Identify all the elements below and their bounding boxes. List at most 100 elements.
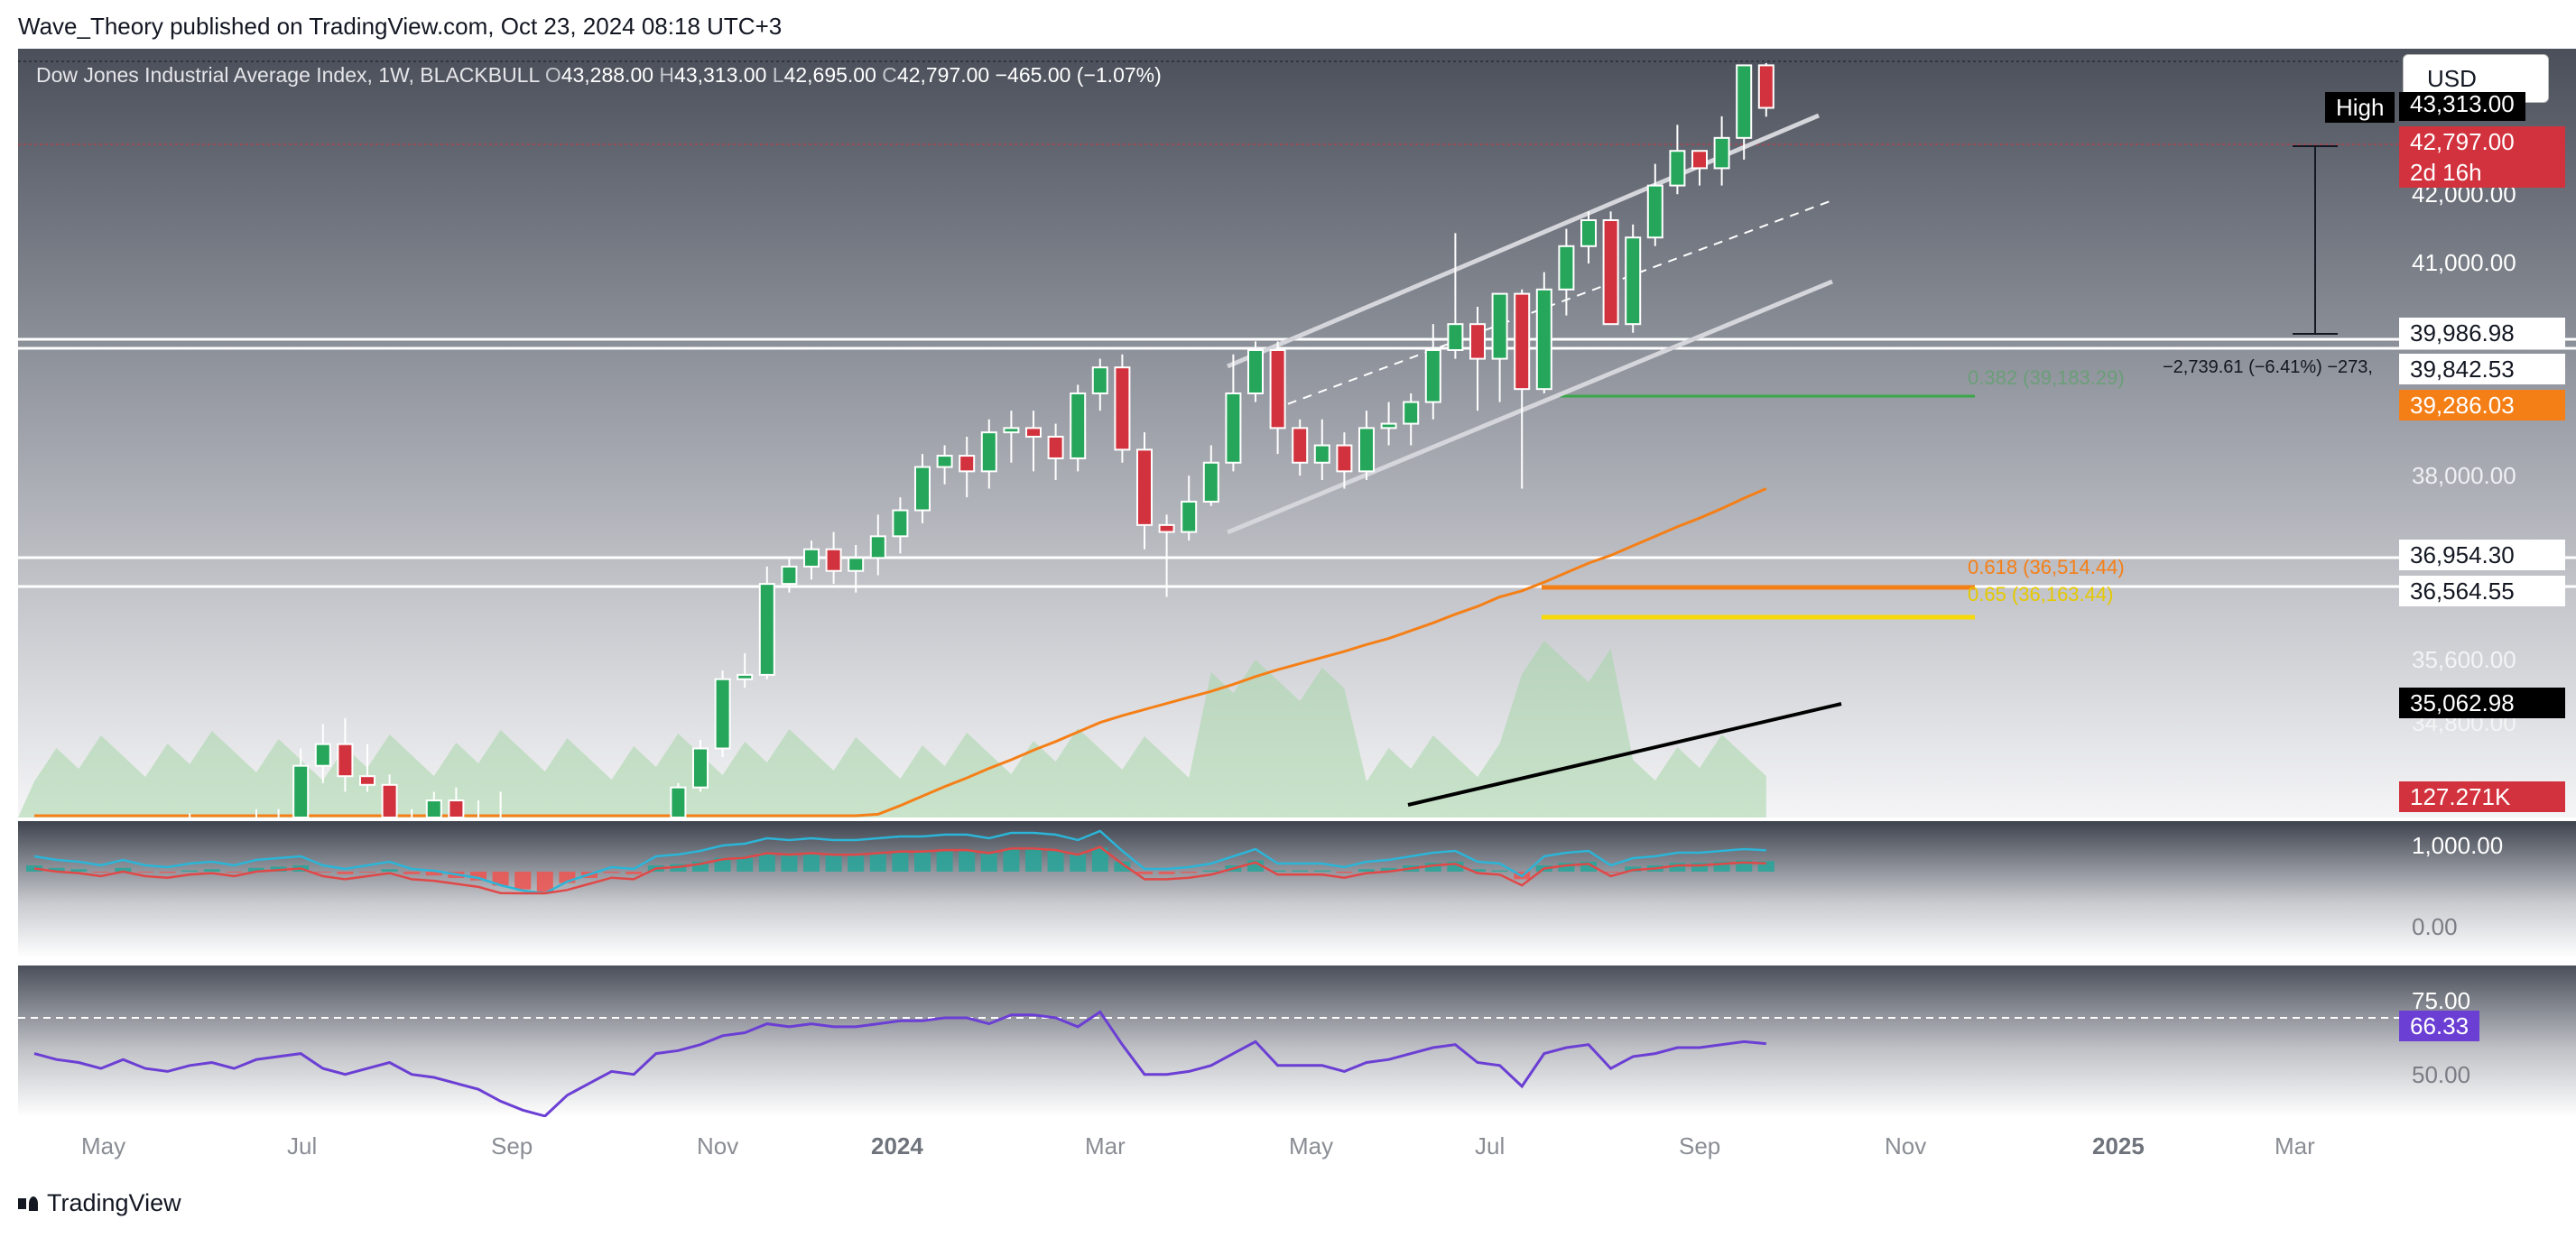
- candle-up: [1003, 427, 1020, 434]
- fib-0618-label: 0.618 (36,514.44): [1968, 556, 2125, 578]
- candle-up: [781, 565, 798, 586]
- macd-histogram-bar: [1580, 861, 1597, 872]
- candle-up: [1646, 184, 1663, 239]
- candle-up: [1580, 219, 1597, 247]
- candle-up: [803, 548, 820, 568]
- candle-down: [825, 548, 842, 572]
- level-badge-3: 36,954.30: [2399, 540, 2565, 570]
- candle-up: [425, 799, 442, 818]
- macd-histogram-bar: [803, 853, 820, 872]
- close-label: C: [882, 63, 897, 87]
- candle-down: [1269, 348, 1286, 430]
- candle-down: [359, 775, 375, 786]
- macd-histogram-bar: [248, 867, 264, 872]
- candle-down: [1158, 523, 1175, 533]
- candle-up: [292, 764, 310, 818]
- time-tick: Mar: [2275, 1132, 2315, 1159]
- measure-annotation: −2,739.61 (−6.41%) −273,: [2163, 357, 2373, 377]
- macd-tick: 0.00: [2412, 913, 2458, 940]
- time-tick: Jul: [287, 1132, 318, 1159]
- candle-down: [1047, 435, 1064, 459]
- low-value: 42,695.00: [783, 63, 876, 87]
- macd-histogram-bar: [1114, 861, 1131, 872]
- candle-up: [936, 455, 953, 468]
- time-tick: Jul: [1475, 1132, 1506, 1159]
- volume-trendline: [1407, 702, 1842, 807]
- macd-histogram-bar: [514, 872, 532, 890]
- candle-up: [1424, 348, 1441, 403]
- time-tick: Nov: [1885, 1132, 1927, 1159]
- macd-histogram-bar: [603, 872, 620, 873]
- rsi-line: [33, 1010, 1766, 1117]
- macd-histogram-bar: [936, 850, 953, 872]
- price-tick: 41,000.00: [2412, 249, 2516, 276]
- trendline-badge: 35,062.98: [2399, 688, 2565, 718]
- rsi-tick: 75.00: [2412, 987, 2471, 1014]
- high-badge-label: High: [2325, 92, 2395, 123]
- candle-up: [914, 466, 931, 512]
- macd-histogram-bar: [1469, 869, 1486, 872]
- macd-line: [33, 829, 1766, 895]
- macd-histogram-bar: [781, 854, 798, 872]
- macd-histogram-bar: [914, 851, 931, 872]
- macd-pane[interactable]: [18, 821, 2576, 958]
- macd-chart-svg[interactable]: [18, 821, 2576, 958]
- price-pane[interactable]: [18, 49, 2576, 818]
- candle-up: [1070, 392, 1087, 459]
- candle-down: [1292, 427, 1309, 464]
- rsi-chart-svg[interactable]: [18, 965, 2576, 1117]
- last-price-badge: 42,797.00: [2399, 126, 2565, 157]
- symbol-title: Dow Jones Industrial Average Index, 1W, …: [36, 63, 540, 87]
- macd-histogram-bar: [403, 872, 421, 874]
- candle-down: [381, 783, 398, 818]
- macd-histogram-bar: [959, 850, 976, 872]
- time-tick: 2025: [2092, 1132, 2145, 1159]
- macd-signal-line: [33, 845, 1766, 895]
- channel-mid-line: [1272, 199, 1833, 411]
- macd-tick: 1,000.00: [2412, 832, 2504, 859]
- level-badge-1: 39,986.98: [2399, 318, 2565, 348]
- macd-histogram-bar: [1380, 867, 1397, 872]
- macd-histogram-bar: [70, 869, 88, 872]
- macd-histogram-bar: [1713, 861, 1730, 872]
- time-tick: Mar: [1085, 1132, 1126, 1159]
- footer-brand: TradingView: [18, 1189, 181, 1217]
- open-label: O: [544, 63, 561, 87]
- footer-text: TradingView: [47, 1189, 181, 1216]
- rsi-pane[interactable]: [18, 965, 2576, 1117]
- candle-up: [869, 535, 886, 559]
- ma-badge: 39,286.03: [2399, 390, 2565, 420]
- candle-up: [1091, 366, 1108, 394]
- time-tick: Nov: [697, 1132, 739, 1159]
- time-tick: Sep: [1679, 1132, 1721, 1159]
- candle-down: [1514, 292, 1531, 391]
- time-tick: May: [1289, 1132, 1334, 1159]
- macd-histogram-bar: [337, 872, 354, 874]
- macd-histogram-bar: [1202, 870, 1219, 872]
- macd-histogram-bar: [1025, 848, 1042, 872]
- macd-histogram-bar: [1336, 872, 1353, 873]
- candle-down: [1602, 219, 1619, 326]
- candle-up: [1247, 348, 1264, 394]
- fib-0382-label: 0.382 (39,183.29): [1968, 366, 2125, 389]
- candle-up: [980, 431, 997, 473]
- candle-up: [670, 786, 687, 818]
- candle-down: [448, 799, 465, 818]
- macd-histogram-bar: [1691, 863, 1708, 872]
- candle-down: [1136, 448, 1153, 526]
- macd-histogram-bar: [1447, 861, 1464, 872]
- high-price-badge: 43,313.00: [2399, 92, 2525, 121]
- candle-up: [1447, 323, 1464, 351]
- macd-histogram-bar: [980, 853, 997, 872]
- candle-up: [892, 509, 909, 538]
- price-chart-svg[interactable]: [18, 49, 2576, 818]
- candle-down: [1691, 150, 1708, 170]
- level-badge-2: 39,842.53: [2399, 354, 2565, 384]
- bar-countdown-badge: 2d 16h: [2399, 157, 2565, 188]
- macd-histogram-bar: [1491, 870, 1508, 872]
- macd-histogram-bar: [1669, 863, 1686, 872]
- close-value: 42,797.00: [896, 63, 990, 87]
- candle-up: [1313, 444, 1330, 464]
- candle-up: [1713, 136, 1730, 170]
- candle-down: [337, 743, 354, 778]
